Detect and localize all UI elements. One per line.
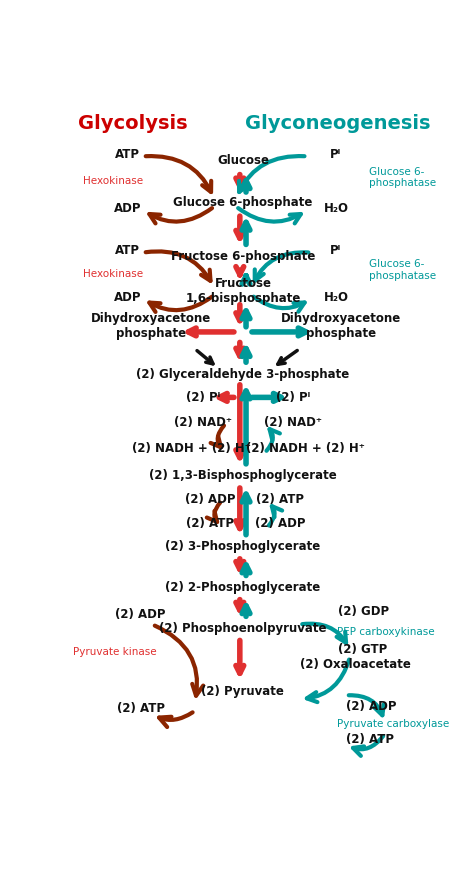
Text: Dihydroxyacetone
phosphate: Dihydroxyacetone phosphate (91, 312, 211, 339)
Text: Pyruvate kinase: Pyruvate kinase (73, 648, 157, 657)
Text: (2) 1,3-Bisphosphoglycerate: (2) 1,3-Bisphosphoglycerate (149, 470, 337, 482)
Text: (2) GDP: (2) GDP (338, 605, 389, 618)
Text: ADP: ADP (114, 202, 141, 215)
Text: (2) Pyruvate: (2) Pyruvate (201, 685, 284, 698)
Text: Pyruvate carboxylase: Pyruvate carboxylase (337, 719, 449, 729)
Text: (2) Pᴵ: (2) Pᴵ (185, 391, 220, 404)
Text: (2) 2-Phosphoglycerate: (2) 2-Phosphoglycerate (165, 581, 320, 595)
Text: (2) ADP: (2) ADP (346, 701, 396, 713)
Text: Glucose 6-
phosphatase: Glucose 6- phosphatase (369, 259, 437, 281)
Text: (2) ADP: (2) ADP (185, 493, 236, 506)
Text: (2) ADP: (2) ADP (115, 608, 166, 621)
Text: Glycolysis: Glycolysis (78, 113, 188, 133)
Text: ATP: ATP (115, 148, 140, 160)
Text: (2) Oxaloacetate: (2) Oxaloacetate (300, 658, 410, 671)
Text: (2) NAD⁺: (2) NAD⁺ (264, 416, 322, 429)
Text: (2) 3-Phosphoglycerate: (2) 3-Phosphoglycerate (165, 540, 320, 553)
Text: Glucose 6-phosphate: Glucose 6-phosphate (173, 196, 313, 209)
Text: (2) NADH + (2) H⁺: (2) NADH + (2) H⁺ (246, 442, 365, 455)
Text: ADP: ADP (114, 291, 141, 304)
Text: H₂O: H₂O (323, 202, 348, 215)
Text: H₂O: H₂O (323, 291, 348, 304)
Text: Fructose
1,6-bisphosphate: Fructose 1,6-bisphosphate (185, 277, 301, 305)
Text: Glucose: Glucose (217, 153, 269, 167)
Text: (2) ATP: (2) ATP (117, 702, 164, 715)
Text: Pᴵ: Pᴵ (330, 244, 342, 257)
Text: ATP: ATP (115, 244, 140, 257)
Text: (2) ATP: (2) ATP (256, 493, 304, 506)
Text: (2) ATP: (2) ATP (186, 517, 234, 530)
Text: Glyconeogenesis: Glyconeogenesis (246, 113, 431, 133)
Text: (2) Phosphoenolpyruvate: (2) Phosphoenolpyruvate (159, 622, 327, 635)
Text: (2) ADP: (2) ADP (255, 517, 305, 530)
Text: (2) Pᴵ: (2) Pᴵ (276, 391, 310, 404)
Text: Glucose 6-
phosphatase: Glucose 6- phosphatase (369, 167, 437, 189)
Text: (2) NAD⁺: (2) NAD⁺ (173, 416, 232, 429)
Text: Hexokinase: Hexokinase (83, 176, 144, 186)
Text: (2) NADH + (2) H⁺: (2) NADH + (2) H⁺ (132, 442, 250, 455)
Text: Hexokinase: Hexokinase (83, 268, 144, 279)
Text: (2) ATP: (2) ATP (346, 733, 394, 746)
Text: Dihydroxyacetone
phosphate: Dihydroxyacetone phosphate (281, 312, 401, 339)
Text: PEP carboxykinase: PEP carboxykinase (337, 627, 434, 637)
Text: (2) Glyceraldehyde 3-phosphate: (2) Glyceraldehyde 3-phosphate (137, 368, 349, 381)
Text: (2) GTP: (2) GTP (338, 643, 388, 657)
Text: Pᴵ: Pᴵ (330, 148, 342, 160)
Text: Fructose 6-phosphate: Fructose 6-phosphate (171, 250, 315, 263)
